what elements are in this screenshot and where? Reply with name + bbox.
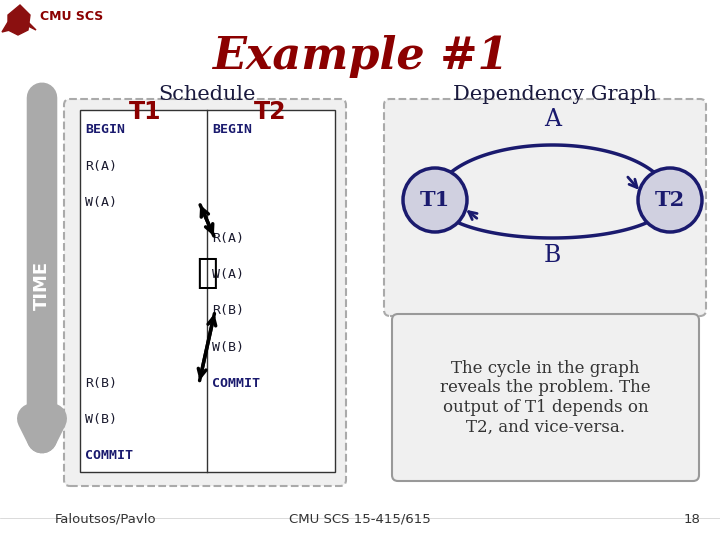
Polygon shape (28, 22, 36, 30)
Text: A: A (544, 109, 561, 132)
Text: Schedule: Schedule (158, 85, 256, 104)
Text: COMMIT: COMMIT (85, 449, 133, 462)
FancyBboxPatch shape (392, 314, 699, 481)
Text: T2: T2 (253, 100, 287, 124)
Text: CMU SCS: CMU SCS (40, 10, 103, 23)
Text: W(B): W(B) (85, 413, 117, 426)
Text: Example #1: Example #1 (212, 35, 508, 78)
Text: W(B): W(B) (212, 341, 244, 354)
Text: COMMIT: COMMIT (212, 377, 260, 390)
Polygon shape (2, 22, 10, 32)
Text: W(A): W(A) (212, 268, 244, 281)
Circle shape (403, 168, 467, 232)
FancyBboxPatch shape (384, 99, 706, 316)
Polygon shape (8, 5, 30, 35)
Text: B: B (544, 244, 561, 267)
Text: Dependency Graph: Dependency Graph (453, 85, 657, 104)
Text: Faloutsos/Pavlo: Faloutsos/Pavlo (55, 513, 157, 526)
Text: TIME: TIME (33, 260, 51, 309)
Text: BEGIN: BEGIN (85, 124, 125, 137)
Text: 18: 18 (683, 513, 700, 526)
Text: T2: T2 (655, 190, 685, 210)
Text: The cycle in the graph
reveals the problem. The
output of T1 depends on
T2, and : The cycle in the graph reveals the probl… (440, 360, 651, 435)
Text: T1: T1 (420, 190, 450, 210)
Text: BEGIN: BEGIN (212, 124, 252, 137)
FancyBboxPatch shape (64, 99, 346, 486)
Text: R(A): R(A) (85, 160, 117, 173)
Text: R(B): R(B) (212, 305, 244, 318)
Text: T1: T1 (129, 100, 161, 124)
Text: R(B): R(B) (85, 377, 117, 390)
Text: CMU SCS 15-415/615: CMU SCS 15-415/615 (289, 513, 431, 526)
Text: 💀: 💀 (196, 256, 218, 290)
Text: R(A): R(A) (212, 232, 244, 245)
Text: W(A): W(A) (85, 196, 117, 209)
Bar (80, 110, 335, 472)
Circle shape (638, 168, 702, 232)
